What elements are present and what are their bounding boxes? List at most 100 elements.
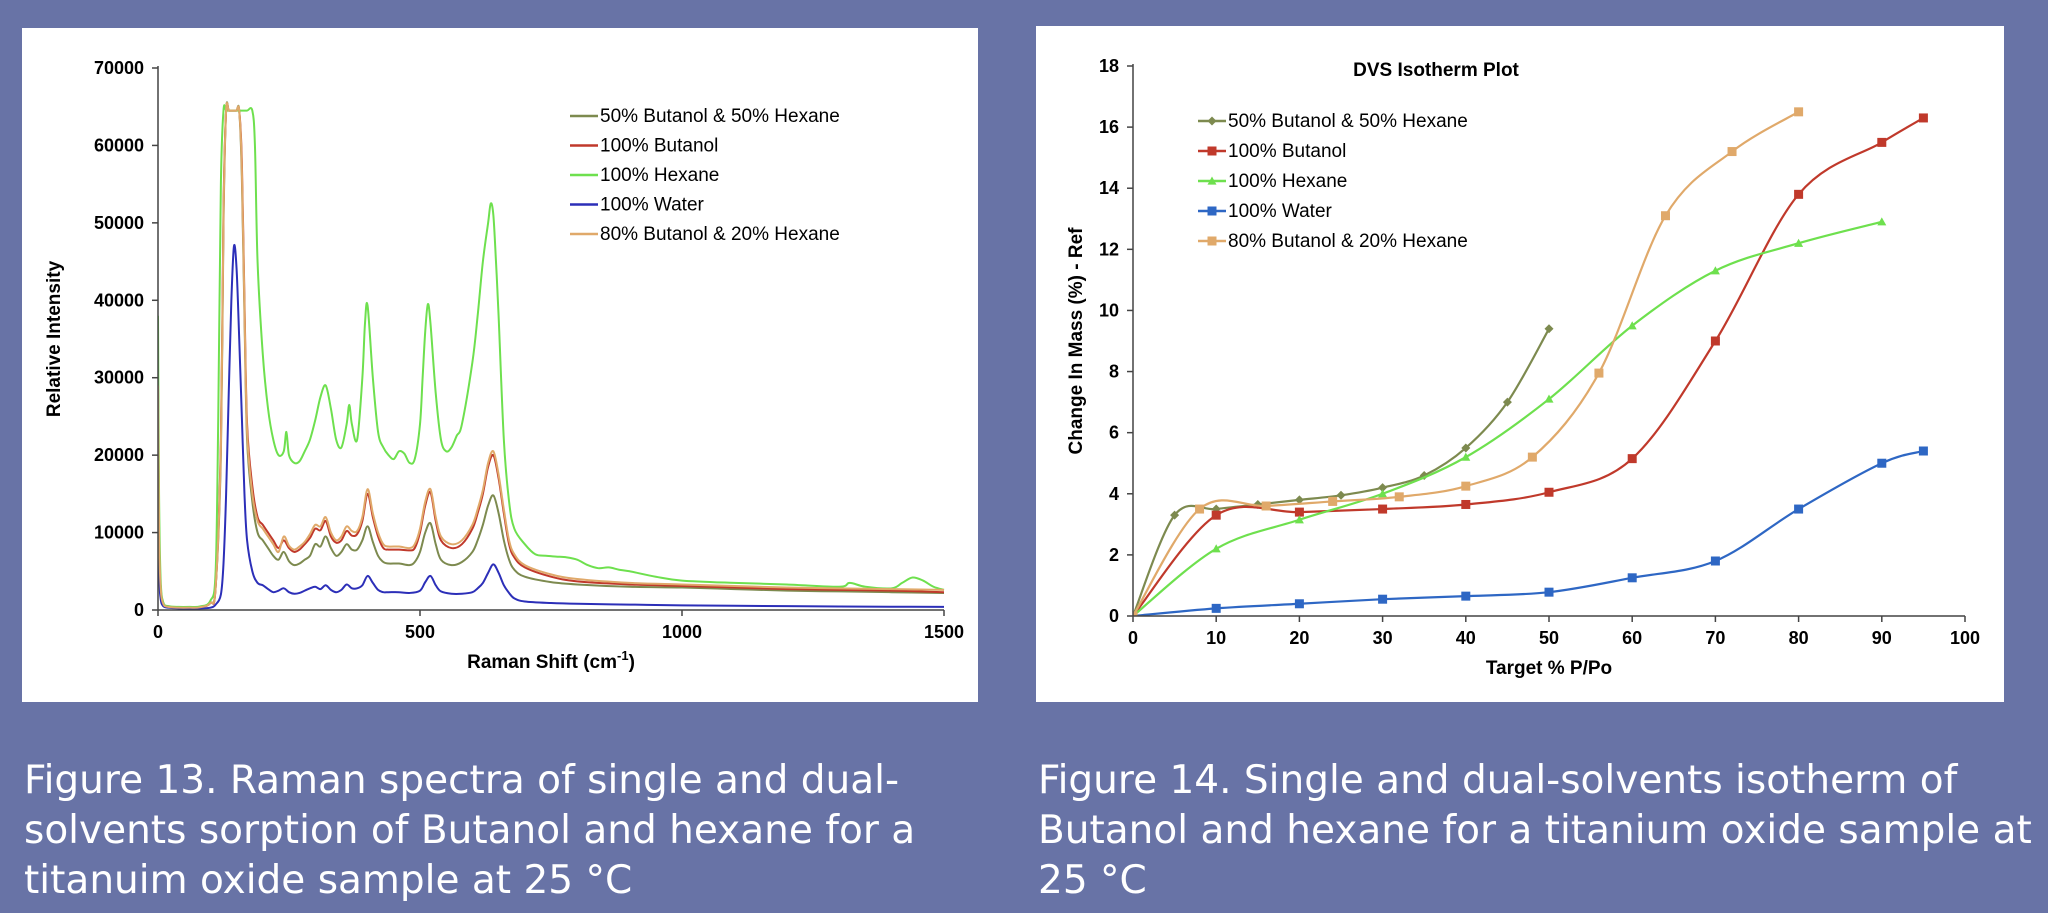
data-point-100-hexane-3 bbox=[1378, 489, 1388, 498]
legend-marker-80-butanol-20-hexane bbox=[1207, 236, 1217, 246]
data-point-80-butanol-20-hexane-2 bbox=[1261, 501, 1271, 511]
y-tick-label: 6 bbox=[1109, 423, 1119, 443]
y-tick-label: 12 bbox=[1099, 239, 1119, 259]
y-tick-label: 0 bbox=[134, 600, 144, 620]
legend-marker-100-hexane bbox=[1207, 176, 1217, 185]
series-line-100-water bbox=[158, 243, 945, 610]
y-tick-label: 70000 bbox=[94, 58, 144, 78]
data-point-100-hexane-1 bbox=[1211, 544, 1221, 553]
x-tick-label: 20 bbox=[1289, 628, 1309, 648]
data-point-100-hexane-4 bbox=[1461, 452, 1471, 461]
data-point-80-butanol-20-hexane-10 bbox=[1794, 107, 1804, 117]
y-tick-label: 16 bbox=[1099, 117, 1119, 137]
series-line-100-hexane bbox=[158, 104, 945, 609]
data-point-100-water-7 bbox=[1710, 556, 1720, 566]
data-point-80-butanol-20-hexane-5 bbox=[1461, 481, 1471, 491]
data-point-100-hexane-8 bbox=[1794, 238, 1804, 247]
legend-label-100-hexane: 100% Hexane bbox=[600, 165, 719, 186]
series-line-100-hexane bbox=[1133, 220, 1883, 616]
y-tick-label: 8 bbox=[1109, 362, 1119, 382]
legend-marker-50-butanol-50-hexane bbox=[1207, 116, 1217, 126]
data-point-50-butanol-50-hexane-9 bbox=[1502, 397, 1512, 407]
data-point-100-water-1 bbox=[1211, 603, 1221, 613]
data-point-100-butanol-5 bbox=[1544, 487, 1554, 497]
legend-label-100-hexane: 100% Hexane bbox=[1228, 171, 1347, 192]
legend-label-100-water: 100% Water bbox=[1228, 201, 1333, 222]
data-point-80-butanol-20-hexane-9 bbox=[1727, 147, 1737, 157]
series-line-50-butanol-50-hexane bbox=[158, 101, 945, 609]
x-axis-title-superscript: -1 bbox=[617, 648, 629, 663]
data-point-100-water-10 bbox=[1918, 446, 1928, 456]
data-point-100-water-5 bbox=[1544, 587, 1554, 597]
legend-label-80-butanol-20-hexane: 80% Butanol & 20% Hexane bbox=[1228, 231, 1468, 252]
legend-label-100-water: 100% Water bbox=[600, 195, 705, 216]
series-line-50-butanol-50-hexane bbox=[1133, 328, 1550, 616]
series-group bbox=[158, 101, 945, 610]
data-point-100-hexane-6 bbox=[1627, 321, 1637, 330]
x-tick-label: 90 bbox=[1872, 628, 1892, 648]
y-axis-title: Change In Mass (%) - Ref bbox=[1066, 227, 1087, 455]
data-point-100-hexane-7 bbox=[1710, 266, 1720, 275]
y-tick-label: 40000 bbox=[94, 290, 144, 310]
data-point-80-butanol-20-hexane-3 bbox=[1328, 496, 1338, 506]
series-line-100-butanol bbox=[158, 102, 945, 609]
figure-14-caption: Figure 14. Single and dual-solvents isot… bbox=[1038, 758, 2032, 903]
legend-marker-100-water bbox=[1207, 206, 1217, 216]
data-point-50-butanol-50-hexane-8 bbox=[1461, 443, 1471, 453]
x-tick-label: 500 bbox=[405, 622, 435, 642]
data-point-100-water-2 bbox=[1294, 599, 1304, 609]
x-tick-label: 1500 bbox=[924, 622, 964, 642]
x-tick-label: 50 bbox=[1539, 628, 1559, 648]
y-axis-title: Relative Intensity bbox=[44, 260, 65, 417]
y-tick-label: 50000 bbox=[94, 213, 144, 233]
data-point-80-butanol-20-hexane-0 bbox=[1133, 611, 1138, 616]
data-point-50-butanol-50-hexane-4 bbox=[1294, 495, 1304, 505]
data-point-80-butanol-20-hexane-8 bbox=[1660, 211, 1670, 221]
data-point-100-butanol-4 bbox=[1461, 499, 1471, 509]
data-point-100-butanol-6 bbox=[1627, 454, 1637, 464]
raman-spectra-chart: 0 10000 20000 30000 40000 50000 60000 70000 0 500… bbox=[44, 58, 964, 673]
raman-chart-panel: 0 10000 20000 30000 40000 50000 60000 70000 0 500… bbox=[22, 28, 978, 702]
series-line-80-butanol-20-hexane bbox=[158, 101, 945, 609]
y-tick-label: 4 bbox=[1109, 484, 1119, 504]
x-tick-label: 80 bbox=[1789, 628, 1809, 648]
x-tick-label: 0 bbox=[1128, 628, 1138, 648]
y-tick-label: 0 bbox=[1109, 606, 1119, 626]
y-tick-label: 14 bbox=[1099, 178, 1119, 198]
legend-label-100-butanol: 100% Butanol bbox=[1228, 141, 1346, 162]
legend-label-50-butanol-50-hexane: 50% Butanol & 50% Hexane bbox=[1228, 111, 1468, 132]
data-point-80-butanol-20-hexane-6 bbox=[1527, 452, 1537, 462]
legend-label-100-butanol: 100% Butanol bbox=[600, 136, 718, 157]
data-point-100-butanol-2 bbox=[1294, 507, 1304, 517]
legend: 50% Butanol & 50% Hexane 100% Butanol 100%… bbox=[1198, 111, 1468, 252]
data-point-100-hexane-5 bbox=[1544, 394, 1554, 403]
data-point-100-butanol-10 bbox=[1918, 113, 1928, 123]
data-point-80-butanol-20-hexane-1 bbox=[1195, 504, 1205, 514]
data-point-100-butanol-3 bbox=[1378, 504, 1388, 514]
y-tick-label: 10 bbox=[1099, 300, 1119, 320]
data-point-50-butanol-50-hexane-5 bbox=[1336, 490, 1346, 500]
y-tick-label: 18 bbox=[1099, 56, 1119, 76]
x-tick-label: 60 bbox=[1622, 628, 1642, 648]
data-point-50-butanol-50-hexane-6 bbox=[1378, 483, 1388, 493]
data-point-100-hexane-2 bbox=[1294, 515, 1304, 524]
chart-title: DVS Isotherm Plot bbox=[1353, 60, 1519, 81]
x-axis-title-text: Raman Shift (cm bbox=[467, 652, 617, 673]
x-axis-title: Raman Shift (cm-1) bbox=[467, 648, 635, 673]
data-point-100-hexane-9 bbox=[1877, 217, 1887, 226]
x-tick-label: 1000 bbox=[662, 622, 702, 642]
x-tick-label: 70 bbox=[1705, 628, 1725, 648]
data-point-100-water-6 bbox=[1627, 573, 1637, 583]
series-group bbox=[1133, 107, 1928, 616]
x-axis-title-text: Target % P/Po bbox=[1486, 658, 1612, 679]
dvs-isotherm-chart-panel: 0 2 4 6 8 10 12 14 16 18 0 10 20 30 40 50 60 70 80 90 100 Tar… bbox=[1036, 26, 2004, 702]
legend-label-80-butanol-20-hexane: 80% Butanol & 20% Hexane bbox=[600, 224, 840, 245]
x-tick-label: 100 bbox=[1950, 628, 1980, 648]
data-point-100-butanol-8 bbox=[1794, 189, 1804, 199]
data-point-100-butanol-9 bbox=[1877, 137, 1887, 147]
y-tick-label: 10000 bbox=[94, 523, 144, 543]
dvs-isotherm-chart: 0 2 4 6 8 10 12 14 16 18 0 10 20 30 40 50 60 70 80 90 100 Tar… bbox=[1066, 56, 1980, 679]
y-tick-label: 2 bbox=[1109, 545, 1119, 565]
legend-label-50-butanol-50-hexane: 50% Butanol & 50% Hexane bbox=[600, 106, 840, 127]
x-tick-label: 0 bbox=[153, 622, 163, 642]
